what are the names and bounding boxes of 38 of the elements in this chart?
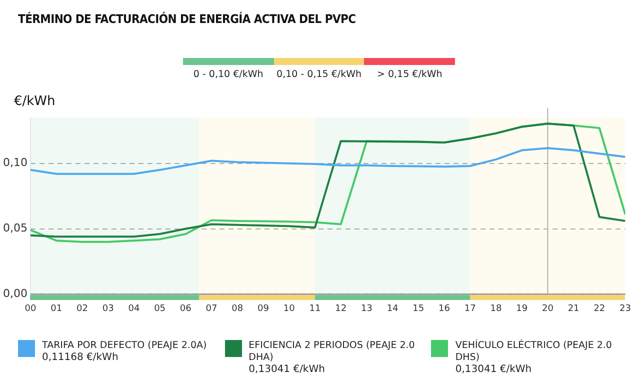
x-tick-label: 13 bbox=[360, 304, 372, 314]
text: 0 - 0,10 €/kWh bbox=[192, 69, 264, 80]
x-tick-label: 16 bbox=[438, 304, 450, 314]
x-tick-label: 06 bbox=[180, 304, 192, 314]
legend-label: TARIFA POR DEFECTO (PEAJE 2.0A) bbox=[42, 340, 207, 352]
y-tick-label: 0,00 bbox=[2, 287, 28, 300]
text: > 0,15 €/kWh bbox=[376, 69, 444, 80]
x-tick-label: 23 bbox=[620, 304, 631, 314]
x-tick-label: 21 bbox=[568, 304, 580, 314]
x-tick-label: 09 bbox=[258, 304, 270, 314]
x-tick-label: 14 bbox=[386, 304, 399, 314]
x-tick-label: 01 bbox=[50, 304, 62, 314]
x-tick-label: 18 bbox=[490, 304, 502, 314]
chart-title: TÉRMINO DE FACTURACIÓN DE ENERGÍA ACTIVA DEL PVPC bbox=[18, 12, 356, 26]
y-axis-title: €/kWh bbox=[14, 94, 56, 109]
y-tick-label: 0,10 bbox=[2, 156, 28, 170]
text: 0,13041 €/kWh bbox=[455, 364, 533, 376]
x-tick-label: 17 bbox=[464, 304, 476, 314]
x-tick-label: 15 bbox=[412, 304, 424, 314]
x-tick-label: 07 bbox=[206, 304, 218, 314]
x-tick-label: 12 bbox=[335, 304, 347, 314]
x-tick-label: 10 bbox=[283, 304, 296, 314]
text: 0,11168 €/kWh bbox=[42, 352, 120, 364]
x-tick-label: 20 bbox=[542, 304, 554, 314]
x-tick-label: 22 bbox=[594, 304, 606, 314]
x-tick-label: 05 bbox=[154, 304, 166, 314]
x-tick-label: 00 bbox=[24, 304, 36, 314]
legend-label: EFICIENCIA 2 PERIODOS (PEAJE 2.0 DHA) bbox=[248, 340, 416, 364]
x-tick-label: 03 bbox=[102, 304, 114, 314]
x-tick-label: 08 bbox=[232, 304, 244, 314]
text: 0,10 - 0,15 €/kWh bbox=[276, 69, 362, 80]
legend-label: VEHÍCULO ELÉCTRICO (PEAJE 2.0 DHS) bbox=[455, 340, 613, 364]
x-tick-label: 11 bbox=[309, 304, 321, 314]
y-tick-label: 0,05 bbox=[2, 222, 28, 235]
x-tick-label: 19 bbox=[516, 304, 528, 314]
x-tick-label: 02 bbox=[76, 304, 88, 314]
x-tick-label: 04 bbox=[128, 304, 140, 314]
text: 0,13041 €/kWh bbox=[248, 364, 326, 376]
